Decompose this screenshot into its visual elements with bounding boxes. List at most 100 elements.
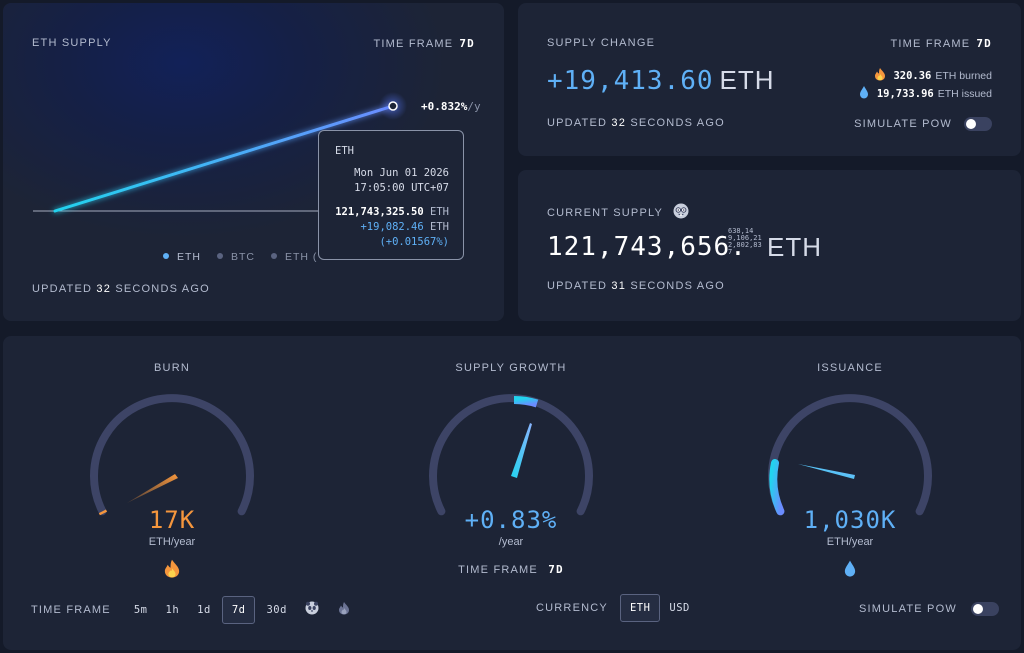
issued-label: ETH issued <box>937 88 992 100</box>
fire-icon <box>72 558 272 585</box>
legend-item-eth[interactable]: ETH <box>163 251 201 263</box>
burned-stat: 320.36 ETH burned <box>873 67 992 84</box>
tooltip-time: 17:05:00 UTC+07 <box>354 182 449 194</box>
currency-usd[interactable]: USD <box>669 602 690 614</box>
simulate-pow-toggle[interactable] <box>970 602 999 616</box>
fraction-line: 2,802,83 <box>728 241 762 249</box>
chart-legend: ETH BTC ETH ( <box>163 251 317 263</box>
time-frame-1d[interactable]: 1d <box>197 603 211 616</box>
legend-dot <box>271 253 277 259</box>
issuance-gauge-value: 1,030K <box>803 506 897 534</box>
supply-change-value: +19,413.60 ETH <box>547 65 775 96</box>
toggle-knob <box>972 604 983 614</box>
tooltip-value: 121,743,325.50 ETH <box>335 206 449 218</box>
time-frame-indicator: TIME FRAME 7d <box>374 37 476 50</box>
growth-gauge-value: +0.83% <box>464 506 558 534</box>
card-title: ETH SUPPLY <box>32 37 112 49</box>
burn-gauge-value: 17K <box>148 506 196 534</box>
current-supply-value: 121,743,656. 638,14 9,106,21 2,802,83 7 … <box>547 228 821 263</box>
currency-selector: CURRENCY ETH USD <box>536 594 699 622</box>
growth-gauge-track <box>429 394 593 516</box>
hover-point[interactable] <box>388 101 398 111</box>
supply-change-card: SUPPLY CHANGE TIME FRAME 7d +19,413.60 ETH… <box>518 3 1021 156</box>
tooltip-series: ETH <box>335 145 354 157</box>
burn-gauge-track <box>90 394 254 516</box>
tooltip-value-number: 121,743,325.50 <box>335 206 424 218</box>
time-frame-label: TIME FRAME <box>890 38 971 50</box>
burn-gauge-fill <box>98 509 108 516</box>
time-frame-label: TIME FRAME <box>373 38 454 50</box>
time-frame-selector: TIME FRAME 5m 1h 1d 7d 30d <box>31 594 360 625</box>
growth-gauge-title: SUPPLY GROWTH <box>455 362 567 374</box>
simulate-pow-toggle[interactable] <box>964 117 992 131</box>
card-title: CURRENT SUPPLY <box>547 206 664 219</box>
toggle-knob <box>966 119 976 129</box>
time-frame-indicator: TIME FRAME 7d <box>891 37 993 50</box>
legend-item-btc[interactable]: BTC <box>217 251 255 263</box>
updated-suffix: SECONDS AGO <box>630 280 725 292</box>
simulate-pow-control: SIMULATE PoW <box>859 602 999 616</box>
issuance-gauge-fill <box>769 459 785 516</box>
time-frame-value: 7d <box>548 563 564 576</box>
supply-change-unit: ETH <box>719 65 775 95</box>
droplet-icon <box>750 558 950 585</box>
tooltip-delta-pct: (+0.01567%) <box>379 236 449 248</box>
gauges-card: BURN 17K ETH/year SUPPLY GROWTH +0.83% /… <box>3 336 1021 650</box>
card-title: SUPPLY CHANGE <box>547 37 656 49</box>
simulate-pow-label: SIMULATE PoW <box>854 118 952 130</box>
simulate-pow-label: SIMULATE PoW <box>859 603 957 615</box>
updated-text: UPDATED 32 SECONDS AGO <box>32 283 210 295</box>
time-frame-label: TIME FRAME <box>458 564 538 576</box>
chart-tooltip: ETH Mon Jun 01 2026 17:05:00 UTC+07 121,… <box>318 130 464 260</box>
rate-unit: /y <box>467 100 481 113</box>
updated-prefix: UPDATED <box>547 117 608 129</box>
burned-label: ETH burned <box>935 70 992 82</box>
fire-icon <box>873 67 887 84</box>
time-frame-value: 7d <box>976 37 992 50</box>
burn-gauge-title: BURN <box>154 362 190 374</box>
tooltip-delta-unit: ETH <box>430 221 449 233</box>
eth-supply-card: ETH SUPPLY TIME FRAME 7d +0.832%/y ETH BT… <box>3 3 504 321</box>
supply-chart[interactable] <box>3 3 504 321</box>
issuance-gauge-unit: ETH/year <box>826 536 874 548</box>
fraction-line: 638,14 <box>728 227 754 235</box>
legend-item-eth-pow[interactable]: ETH ( <box>271 251 317 263</box>
current-supply-unit: ETH <box>767 232 822 262</box>
growth-gauge-fill <box>513 396 539 408</box>
growth-gauge-needle <box>511 423 532 478</box>
tooltip-date: Mon Jun 01 2026 <box>354 167 449 179</box>
burn-gauge-needle <box>127 474 178 503</box>
updated-value: 32 <box>96 283 112 295</box>
issuance-gauge-track <box>768 394 932 516</box>
time-frame-selector-label: TIME FRAME <box>31 603 111 616</box>
growth-gauge-unit: /year <box>498 536 524 548</box>
nerd-face-icon[interactable] <box>673 203 689 222</box>
eth-supply-line <box>53 104 395 213</box>
time-frame-5m[interactable]: 5m <box>133 603 148 616</box>
burned-value: 320.36 <box>893 70 932 82</box>
supply-change-number: +19,413.60 <box>547 66 714 96</box>
issued-stat: 19,733.96 ETH issued <box>857 85 992 102</box>
rate-label: +0.832%/y <box>421 100 481 113</box>
time-frame-1h[interactable]: 1h <box>165 603 180 616</box>
tooltip-delta-number: +19,082.46 <box>360 221 424 233</box>
supply-fraction-digits: 638,14 9,106,21 2,802,83 7 <box>728 228 762 256</box>
time-frame-30d[interactable]: 30d <box>266 603 287 616</box>
rate-value: +0.832% <box>421 100 468 113</box>
time-frame-7d[interactable]: 7d <box>221 595 256 624</box>
tooltip-value-unit: ETH <box>430 206 449 218</box>
legend-label: ETH <box>177 251 201 263</box>
burn-gauge-unit: ETH/year <box>148 536 196 548</box>
current-supply-number: 121,743,656. <box>547 232 747 262</box>
currency-eth[interactable]: ETH <box>619 594 661 622</box>
current-supply-card: CURRENT SUPPLY 121,743,656. 638,14 9,106… <box>518 170 1021 321</box>
gauges-graphic <box>90 394 932 516</box>
updated-suffix: SECONDS AGO <box>630 117 725 129</box>
merge-panda-icon[interactable] <box>296 594 328 625</box>
legend-dot <box>163 253 169 259</box>
simulate-pow-control: SIMULATE PoW <box>854 117 992 131</box>
issuance-gauge-needle <box>798 464 855 479</box>
updated-suffix: SECONDS AGO <box>115 283 210 295</box>
since-burn-icon[interactable] <box>328 594 360 625</box>
issued-value: 19,733.96 <box>876 88 934 100</box>
